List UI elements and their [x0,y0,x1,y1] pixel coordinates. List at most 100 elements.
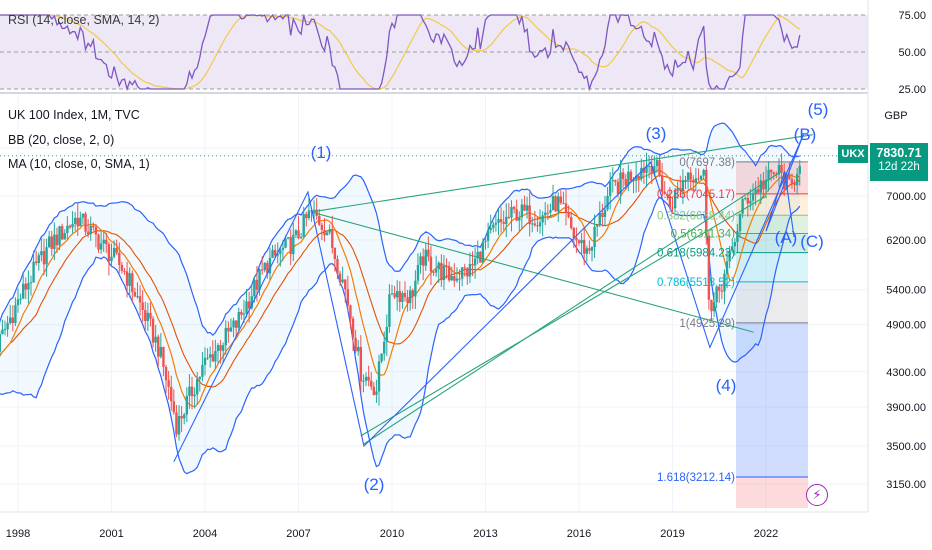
time-axis: 1998 2001 2004 2007 2010 2013 2016 2019 2022 [0,511,932,550]
candle-body [76,217,79,227]
candle-body [383,341,386,354]
candle-body [601,212,604,217]
price-axis: GBP8000.007000.006200.005400.004900.0043… [867,0,932,550]
candle-body [312,209,316,211]
candle-body [79,217,82,227]
candle-body [370,380,373,387]
moving-average-legend[interactable]: MA (10, close, 0, SMA, 1) [8,157,150,171]
candle-body [260,269,264,271]
candle-body [284,238,287,248]
candle-body [281,247,285,250]
candle-body [772,172,775,175]
wave-label: (3) [646,124,667,143]
candle-body [336,259,339,274]
candle-body [749,200,752,204]
candle-body [447,266,451,281]
candle-body [24,283,27,290]
candle-body [359,346,363,382]
candle-body [733,241,737,247]
candle-body [305,214,308,219]
candle-body [234,320,238,328]
candle-body [349,305,352,319]
candle-body [673,190,677,209]
candle-body [47,236,51,248]
candle-body [468,264,472,277]
bollinger-lower [0,196,801,475]
time-tick-label: 2013 [473,528,497,540]
candle-body [484,240,487,242]
candle-body [751,193,755,201]
candle-body [575,237,578,241]
candle-body [580,239,583,244]
candle-body [741,199,744,214]
candle-body [757,189,760,193]
candle-body [621,172,625,180]
fib-label: 0.382(6638.44) [657,210,735,222]
candle-body [718,286,721,291]
candle-body [73,217,77,225]
candle-body [759,180,763,193]
candle-body [424,249,427,266]
candle-body [377,361,381,392]
candle-body [463,267,466,269]
currency-label: GBP [884,110,907,122]
candle-body [450,276,453,281]
candle-body [403,293,407,298]
flash-icon[interactable]: ⚡ [806,484,828,506]
candle-body [520,204,524,218]
wave-label: (1) [311,143,332,162]
candle-body [647,165,651,167]
symbol-legend[interactable]: UK 100 Index, 1M, TVC [8,108,140,122]
candle-body [66,225,69,234]
candle-body [453,276,456,281]
rsi-legend[interactable]: RSI (14, close, SMA, 14, 2) [8,13,160,27]
fib-label: 1(4925.29) [679,318,735,330]
candle-body [263,263,266,271]
candle-body [744,198,747,200]
candle-body [151,318,155,343]
candle-body [707,235,711,300]
candle-body [754,189,757,194]
candle-body [437,262,440,270]
candle-body [666,193,669,197]
candle-body [731,246,734,251]
candle-body [554,196,557,212]
candle-body [250,296,253,309]
bollinger-legend[interactable]: BB (20, close, 2, 0) [8,133,115,147]
time-tick-label: 2022 [754,528,778,540]
candle-body [60,226,64,240]
candle-body [84,213,87,232]
candle-body [63,233,66,240]
candle-body [421,256,425,266]
wave-label: (2) [364,475,385,494]
candle-body [642,167,646,173]
time-tick-label: 2004 [193,528,217,540]
candle-body [136,296,139,298]
candle-body [549,210,552,213]
candle-body [676,188,679,191]
candle-body [167,380,170,387]
time-tick-label: 2001 [99,528,123,540]
candle-body [738,213,742,232]
candle-body [798,165,801,174]
candle-body [455,278,459,281]
moving-average-line [0,169,800,408]
candle-body [190,386,194,397]
candle-body [538,222,542,227]
candle-body [658,160,661,176]
candle-body [608,181,612,196]
candle-body [292,234,295,255]
candle-body [512,206,516,210]
candle-body [68,225,72,228]
fib-label: 0.786(5518.52) [657,277,735,289]
candle-body [429,256,433,272]
candle-body [494,222,498,225]
candle-body [157,336,160,357]
price-tick-label: 7000.00 [886,191,926,203]
grid [0,95,868,512]
rsi-line [0,13,801,92]
rsi-tick-label: 25.00 [898,84,926,96]
candle-body [271,249,274,258]
